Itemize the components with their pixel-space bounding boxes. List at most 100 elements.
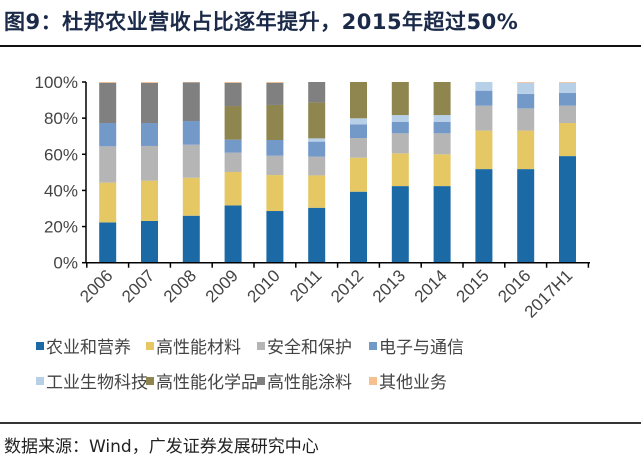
- bar-segment: [433, 186, 451, 263]
- legend-item: 安全和保护: [257, 333, 352, 358]
- legend-swatch: [369, 341, 377, 350]
- bar-segment: [99, 123, 117, 147]
- bar-segment: [224, 205, 242, 263]
- bar-segment: [559, 123, 576, 157]
- bar-segment: [433, 154, 451, 187]
- bar-segment: [308, 82, 326, 103]
- bar-segment: [475, 105, 493, 131]
- legend-item: 高性能材料: [146, 333, 241, 358]
- bar-segment: [99, 82, 117, 124]
- x-tick-label: 2007: [118, 266, 158, 306]
- bar-segment: [475, 90, 493, 106]
- bar-segment: [559, 93, 576, 106]
- bar-segment: [308, 102, 326, 139]
- bar-segment: [517, 82, 535, 94]
- bar-segment: [266, 104, 284, 141]
- legend-item: 农业和营养: [36, 333, 131, 358]
- title-divider: [0, 45, 641, 47]
- legend-item: 高性能涂料: [257, 368, 352, 393]
- legend-label: 高性能材料: [156, 338, 241, 358]
- bar-segment: [99, 82, 117, 83]
- x-tick-label: 2013: [369, 266, 409, 306]
- bar-segment: [99, 146, 117, 183]
- bar-segment: [182, 215, 200, 263]
- bar-segment: [266, 155, 284, 176]
- bar-segment: [559, 156, 576, 263]
- bar-segment: [266, 140, 284, 156]
- legend-item: 电子与通信: [369, 333, 464, 358]
- x-tick-label: 2008: [160, 266, 200, 306]
- bar-segment: [559, 82, 576, 83]
- bar-segment: [308, 156, 326, 176]
- bar-segment: [308, 141, 326, 157]
- legend-label: 高性能化学品: [156, 373, 258, 393]
- legend-label: 安全和保护: [267, 338, 352, 358]
- x-tick-label: 2011: [286, 266, 325, 305]
- bar-segment: [182, 177, 200, 216]
- x-tick-label: 2009: [202, 266, 242, 306]
- legend-label: 工业生物科技: [46, 373, 148, 393]
- bar-segment: [308, 175, 326, 208]
- legend-swatch: [257, 341, 265, 350]
- bar-segment: [350, 82, 367, 119]
- bar-segment: [266, 82, 284, 83]
- bar-segment: [99, 182, 117, 223]
- bar-segment: [391, 186, 409, 263]
- bar-segment: [141, 220, 158, 263]
- bar-segment: [517, 93, 535, 109]
- bar-segment: [433, 121, 451, 134]
- stacked-bar-chart: 2006 2007 2008 2009 2010 2011 2012 2013 2014 2015…: [35, 73, 590, 322]
- legend-swatch: [146, 341, 154, 350]
- bar-segment: [517, 108, 535, 131]
- source-divider: [0, 422, 641, 424]
- bar-segment: [433, 133, 451, 155]
- bar-segment: [141, 180, 158, 221]
- bar-segment: [517, 82, 535, 83]
- legend-swatch: [36, 376, 44, 385]
- bar-segment: [559, 82, 576, 94]
- figure-title: 图9：杜邦农业营收占比逐年提升，2015年超过50%: [4, 10, 519, 34]
- bar-segment: [224, 82, 242, 107]
- legend-swatch: [369, 376, 377, 385]
- bar-segment: [350, 118, 367, 125]
- bar-segment: [517, 130, 535, 170]
- y-tick-label: 40%: [44, 181, 78, 200]
- bar-segment: [266, 211, 284, 263]
- bar-segment: [559, 105, 576, 124]
- legend-swatch: [146, 376, 154, 385]
- bar-segment: [475, 169, 493, 263]
- bar-segment: [391, 115, 409, 122]
- y-tick-label: 60%: [44, 145, 78, 164]
- bar-segment: [224, 106, 242, 140]
- bar-segment: [224, 139, 242, 153]
- bar-segment: [141, 82, 158, 83]
- bar-segment: [224, 152, 242, 172]
- bar-segment: [182, 144, 200, 178]
- legend-swatch: [257, 376, 265, 385]
- bar-segment: [475, 130, 493, 170]
- bar-segment: [141, 82, 158, 124]
- bar-segment: [350, 157, 367, 192]
- bar-segment: [475, 82, 493, 91]
- bar-segment: [433, 82, 451, 116]
- y-tick-label: 0%: [53, 254, 78, 273]
- legend-item: 高性能化学品: [146, 368, 258, 393]
- x-tick-label: 2012: [327, 266, 367, 306]
- legend-swatch: [36, 341, 44, 350]
- bar-segment: [391, 153, 409, 187]
- bar-segment: [350, 138, 367, 158]
- y-tick-label: 100%: [35, 73, 78, 92]
- source-note: 数据来源：Wind，广发证券发展研究中心: [4, 437, 319, 457]
- bar-segment: [308, 207, 326, 263]
- bar-segment: [141, 145, 158, 181]
- bar-segment: [391, 121, 409, 134]
- bar-segment: [182, 82, 200, 122]
- bar-segment: [266, 82, 284, 105]
- bar-segment: [266, 175, 284, 212]
- bar-segment: [350, 124, 367, 139]
- x-tick-label: 2010: [244, 266, 284, 306]
- bar-segment: [224, 82, 242, 83]
- y-tick-label: 20%: [44, 218, 78, 237]
- bar-segment: [517, 169, 535, 263]
